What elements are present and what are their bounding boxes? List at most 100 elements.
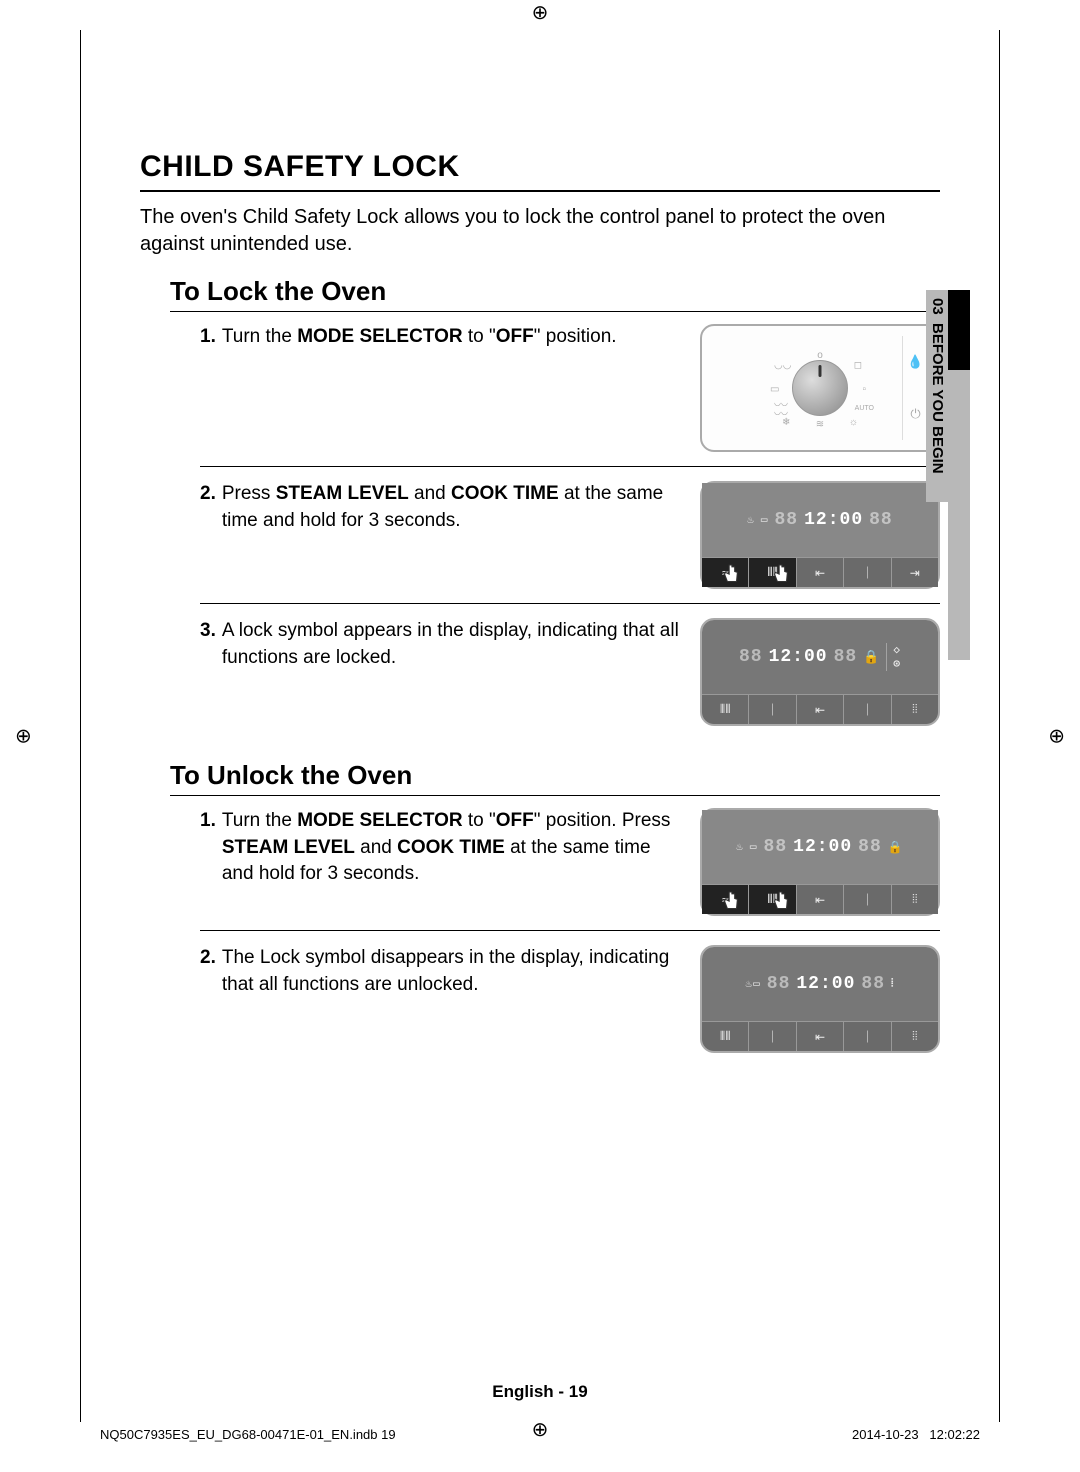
steam-icon: ♨ xyxy=(736,840,744,854)
nav-button: ⦀⦀ xyxy=(702,695,749,724)
dial-mode-icon: ☼ xyxy=(849,417,858,428)
button-row: ⦀⦀ ｜ ⇤ ｜ ⦙⦙ xyxy=(702,694,938,724)
side-icons: ⦙ xyxy=(891,978,894,990)
step-text: 1. Turn the MODE SELECTOR to "OFF" posit… xyxy=(200,808,680,888)
border-icon: ▭ xyxy=(750,840,758,854)
hand-icon xyxy=(720,563,742,589)
water-icon: 💧 xyxy=(907,354,923,370)
dim-digits: 88 xyxy=(861,974,885,994)
nav-button: ⇤ xyxy=(797,558,844,587)
time-digits: 12:00 xyxy=(769,647,828,667)
page-title: CHILD SAFETY LOCK xyxy=(140,150,940,192)
dim-digits: 88 xyxy=(869,510,893,530)
dial-mode-icon: ◻ xyxy=(854,360,862,371)
dim-digits: 88 xyxy=(739,647,763,667)
lock-icon: 🔒 xyxy=(863,650,880,665)
time-digits: 12:00 xyxy=(796,974,855,994)
footer-file: NQ50C7935ES_EU_DG68-00471E-01_EN.indb 19 xyxy=(100,1427,396,1442)
dial-mode-icon: ◡◡◡◡ xyxy=(774,398,788,416)
dial-mode-icon: ◡◡ xyxy=(774,360,791,371)
footer-lang: English - xyxy=(492,1382,569,1401)
step-row: 2. The Lock symbol disappears in the dis… xyxy=(200,945,940,1067)
step-text: 2. Press STEAM LEVEL and COOK TIME at th… xyxy=(200,481,680,534)
nav-button: ⇤ xyxy=(797,1022,844,1051)
footer-page: English - 19 xyxy=(0,1382,1080,1402)
dial-off-label: o xyxy=(817,350,823,361)
section-heading-lock: To Lock the Oven xyxy=(170,276,940,312)
crop-mark-icon: ⊕ xyxy=(1048,724,1065,749)
side-tab-marker xyxy=(948,290,970,370)
footer-meta: NQ50C7935ES_EU_DG68-00471E-01_EN.indb 19… xyxy=(100,1427,980,1442)
dial-mode-icon: ▭ xyxy=(770,384,779,395)
step-text: 3. A lock symbol appears in the display,… xyxy=(200,618,680,671)
button-row: ⦀⦀ ｜ ⇤ ｜ ⦙⦙ xyxy=(702,1021,938,1051)
hand-icon xyxy=(770,890,792,916)
step-number: 1. xyxy=(200,808,216,888)
menu-icon: ◇⊙ xyxy=(886,643,901,671)
step-number: 2. xyxy=(200,945,216,998)
power-icon: ⏻ xyxy=(910,406,920,422)
nav-button: ｜ xyxy=(844,695,891,724)
side-tab-text: BEFORE YOU BEGIN xyxy=(929,323,946,474)
step-body: A lock symbol appears in the display, in… xyxy=(222,618,680,671)
step-text: 2. The Lock symbol disappears in the dis… xyxy=(200,945,680,998)
dial-mode-icon: ≋ xyxy=(816,419,824,430)
dim-digits: 88 xyxy=(834,647,858,667)
nav-button: ｜ xyxy=(749,1022,796,1051)
crop-mark-icon: ⊕ xyxy=(15,724,32,749)
step-body: Turn the MODE SELECTOR to "OFF" position… xyxy=(222,324,680,351)
step-number: 1. xyxy=(200,324,216,351)
step-body: Press STEAM LEVEL and COOK TIME at the s… xyxy=(222,481,680,534)
nav-button: ⦀⦀ xyxy=(702,1022,749,1051)
lcd-display: 88 12:00 88 🔒 ◇⊙ xyxy=(702,620,938,694)
lcd-display: ♨ ▭ 8812:0088 xyxy=(702,483,938,557)
side-tab-bg xyxy=(948,370,970,660)
nav-button: ⦙⦙ xyxy=(892,1022,938,1051)
figure-locked: 88 12:00 88 🔒 ◇⊙ ⦀⦀ ｜ ⇤ ｜ ⦙⦙ xyxy=(700,618,940,726)
hand-icon xyxy=(770,563,792,589)
nav-button: ｜ xyxy=(844,1022,891,1051)
lcd-display: ♨ ▭ 8812:0088 🔒 xyxy=(702,810,938,884)
step-number: 2. xyxy=(200,481,216,534)
side-tab-number: 03 xyxy=(929,298,946,315)
figure-unlocked: ♨▭ 8812:0088 ⦙ ⦀⦀ ｜ ⇤ ｜ ⦙⦙ xyxy=(700,945,940,1053)
page-content: CHILD SAFETY LOCK The oven's Child Safet… xyxy=(140,150,940,1081)
step-text: 1. Turn the MODE SELECTOR to "OFF" posit… xyxy=(200,324,680,351)
dim-digits: 88 xyxy=(764,837,788,857)
dim-digits: 88 xyxy=(767,974,791,994)
time-digits: 12:00 xyxy=(804,510,863,530)
figure-dial: o ◡◡ ◻ ▭ ▫ ◡◡◡◡ AUTO ❄ ☼ ≋ 💧 xyxy=(700,324,940,452)
step-row: 3. A lock symbol appears in the display,… xyxy=(200,618,940,740)
lcd-display: ♨▭ 8812:0088 ⦙ xyxy=(702,947,938,1021)
nav-button: ⦙⦙ xyxy=(892,695,938,724)
steam-icon: ♨▭ xyxy=(746,977,761,991)
step-row: 2. Press STEAM LEVEL and COOK TIME at th… xyxy=(200,481,940,604)
time-digits: 12:00 xyxy=(793,837,852,857)
figure-press: ♨ ▭ 8812:0088 ≈ ⦀⦀ ⇤ ｜ ⇥ xyxy=(700,481,940,589)
border-icon: ▭ xyxy=(761,513,769,527)
figure-press: ♨ ▭ 8812:0088 🔒 ≈ ⦀⦀ ⇤ ｜ ⦙⦙ xyxy=(700,808,940,916)
footer-pagenum: 19 xyxy=(569,1382,588,1401)
nav-button: ⇤ xyxy=(797,885,844,914)
crop-mark-icon: ⊕ xyxy=(532,0,549,25)
step-row: 1. Turn the MODE SELECTOR to "OFF" posit… xyxy=(200,324,940,467)
dim-digits: 88 xyxy=(858,837,882,857)
nav-button: ｜ xyxy=(844,558,891,587)
nav-button: ⇤ xyxy=(797,695,844,724)
section-heading-unlock: To Unlock the Oven xyxy=(170,760,940,796)
side-tab: 03 BEFORE YOU BEGIN xyxy=(926,290,970,660)
dial-mode-icon: ▫ xyxy=(862,384,866,395)
side-tab-label: 03 BEFORE YOU BEGIN xyxy=(926,290,948,502)
nav-button: ｜ xyxy=(844,885,891,914)
intro-text: The oven's Child Safety Lock allows you … xyxy=(140,204,940,258)
nav-button: ｜ xyxy=(749,695,796,724)
step-body: The Lock symbol disappears in the displa… xyxy=(222,945,680,998)
mode-dial-icon xyxy=(792,360,848,416)
footer-datetime: 2014-10-23 12:02:22 xyxy=(852,1427,980,1442)
dial-auto-label: AUTO xyxy=(855,405,874,412)
nav-button: ⦙⦙ xyxy=(892,885,938,914)
dim-digits: 88 xyxy=(775,510,799,530)
dial-mode-icon: ❄ xyxy=(782,417,790,428)
lock-icon: 🔒 xyxy=(888,840,904,855)
step-body: Turn the MODE SELECTOR to "OFF" position… xyxy=(222,808,680,888)
